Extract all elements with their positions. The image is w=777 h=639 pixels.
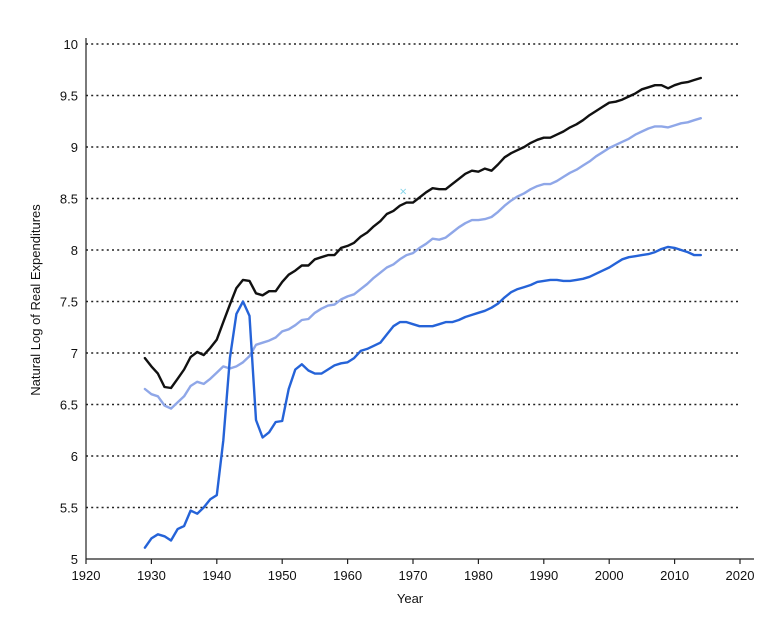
gridlines xyxy=(86,43,740,509)
y-tick-label: 7.5 xyxy=(60,295,78,310)
axes xyxy=(85,38,754,564)
x-tick-label: 2010 xyxy=(660,568,689,583)
y-tick-label: 6.5 xyxy=(60,398,78,413)
x-tick-label: 1920 xyxy=(72,568,101,583)
x-tick-label: 1930 xyxy=(137,568,166,583)
annotations: × xyxy=(399,186,407,197)
y-tick-label: 8.5 xyxy=(60,192,78,207)
x-tick-label: 1970 xyxy=(399,568,428,583)
x-tick-label: 2000 xyxy=(595,568,624,583)
series-line-1 xyxy=(143,76,702,390)
y-tick-label: 6 xyxy=(71,449,78,464)
y-tick-label: 9.5 xyxy=(60,89,78,104)
series-lines xyxy=(143,76,702,549)
y-tick-label: 5.5 xyxy=(60,501,78,516)
x-tick-label: 2020 xyxy=(726,568,755,583)
x-tick-label: 1980 xyxy=(464,568,493,583)
y-axis-title: Natural Log of Real Expenditures xyxy=(28,204,43,396)
x-tick-label: 1960 xyxy=(333,568,362,583)
x-axis-title: Year xyxy=(397,591,424,606)
y-tick-label: 10 xyxy=(64,37,78,52)
x-tick-labels: 1920 1930 1940 1950 1960 1970 1980 1990 2000 2010… xyxy=(72,568,755,583)
y-tick-labels: 5 5.5 6 6.5 7 7.5 8 8.5 9 9.5 10 xyxy=(60,37,78,567)
x-tick-label: 1990 xyxy=(529,568,558,583)
x-tick-label: 1940 xyxy=(202,568,231,583)
series-line-3 xyxy=(143,245,702,549)
y-tick-label: 5 xyxy=(71,552,78,567)
y-tick-label: 8 xyxy=(71,243,78,258)
y-tick-label: 9 xyxy=(71,140,78,155)
annotation-mark: × xyxy=(399,186,407,197)
series-line-2 xyxy=(143,117,702,410)
x-tick-label: 1950 xyxy=(268,568,297,583)
y-tick-label: 7 xyxy=(71,346,78,361)
